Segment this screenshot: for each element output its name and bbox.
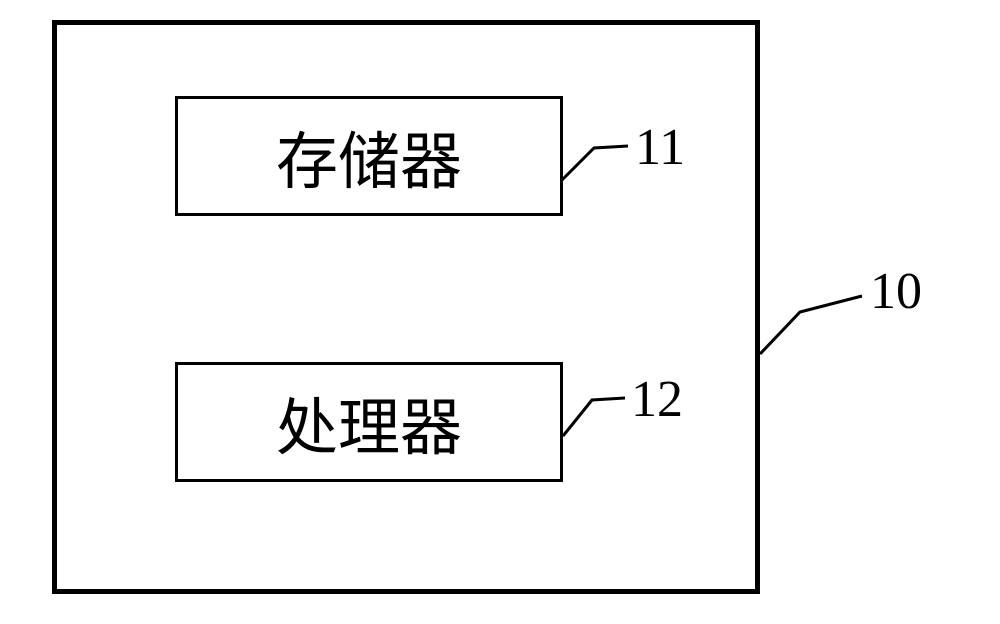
processor-box: 处理器 (175, 362, 563, 482)
processor-label: 处理器 (276, 377, 462, 467)
memory-label: 存储器 (276, 111, 462, 201)
memory-box: 存储器 (175, 96, 563, 216)
ref-label-11: 11 (635, 118, 685, 177)
diagram-canvas: 存储器 处理器 10 11 12 (0, 0, 1000, 624)
ref-label-12: 12 (631, 370, 683, 429)
ref-label-10: 10 (870, 262, 922, 321)
